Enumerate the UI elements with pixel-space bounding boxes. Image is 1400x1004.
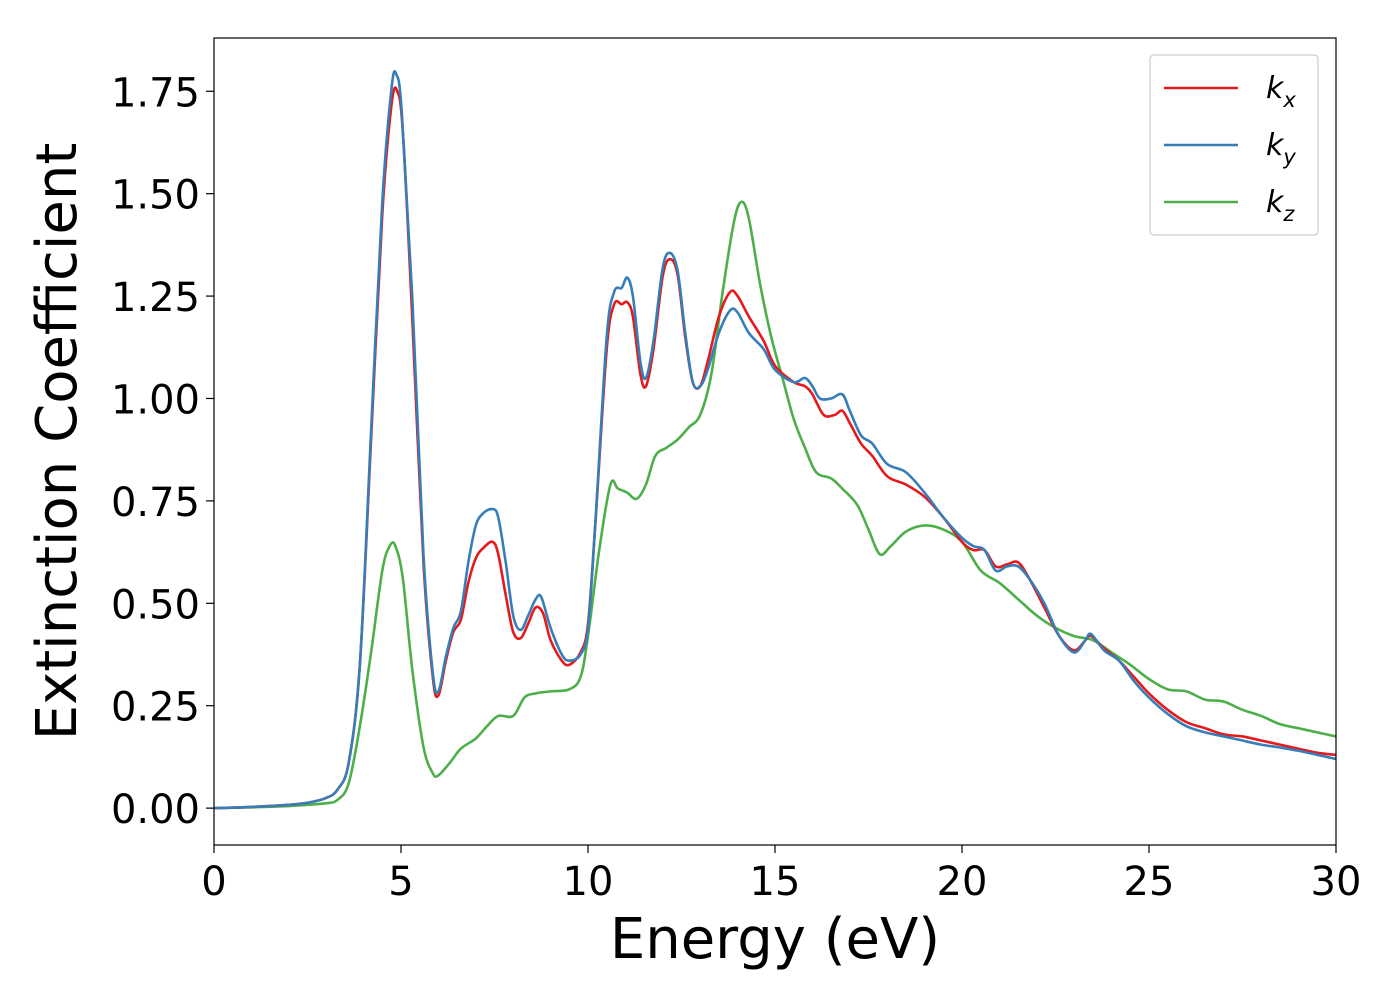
series-line-k-y [214, 70, 1336, 810]
series-line-k-z [214, 200, 1336, 810]
x-tick-label: 20 [937, 859, 988, 905]
series-layer [214, 70, 1336, 810]
x-axis-title: Energy (eV) [610, 907, 940, 972]
x-tick-label: 30 [1311, 859, 1362, 905]
x-tick-label: 5 [388, 859, 413, 905]
x-tick-label: 15 [750, 859, 801, 905]
legend-label-sub: z [1282, 202, 1295, 226]
legend-label-sub: y [1282, 145, 1296, 169]
y-tick-label: 0.75 [111, 480, 200, 526]
y-tick-label: 1.00 [111, 377, 200, 423]
y-axis-title: Extinction Coefficient [25, 143, 90, 741]
y-tick-label: 0.25 [111, 685, 200, 731]
x-tick-label: 10 [563, 859, 614, 905]
y-tick-label: 1.25 [111, 275, 200, 321]
x-tick-label: 0 [201, 859, 226, 905]
plot-frame [213, 37, 1337, 846]
legend-label-k-x: kx [1266, 71, 1296, 112]
y-tick-label: 1.50 [111, 173, 200, 219]
tick-layer: 0 5 10 15 20 25 30 0.00 0.25 0.50 0.75 1.00 1.25 1.50… [111, 70, 1362, 905]
legend-label-main: k [1266, 128, 1285, 163]
x-tick-label: 25 [1124, 859, 1175, 905]
y-tick-label: 1.75 [111, 70, 200, 116]
legend-label-main: k [1266, 71, 1285, 106]
legend-label-k-z: kz [1266, 185, 1295, 226]
legend-label-sub: x [1282, 88, 1296, 112]
y-tick-label: 0.50 [111, 582, 200, 628]
y-tick-label: 0.00 [111, 787, 200, 833]
legend-label-k-y: ky [1266, 128, 1296, 169]
legend-label-main: k [1266, 185, 1285, 220]
